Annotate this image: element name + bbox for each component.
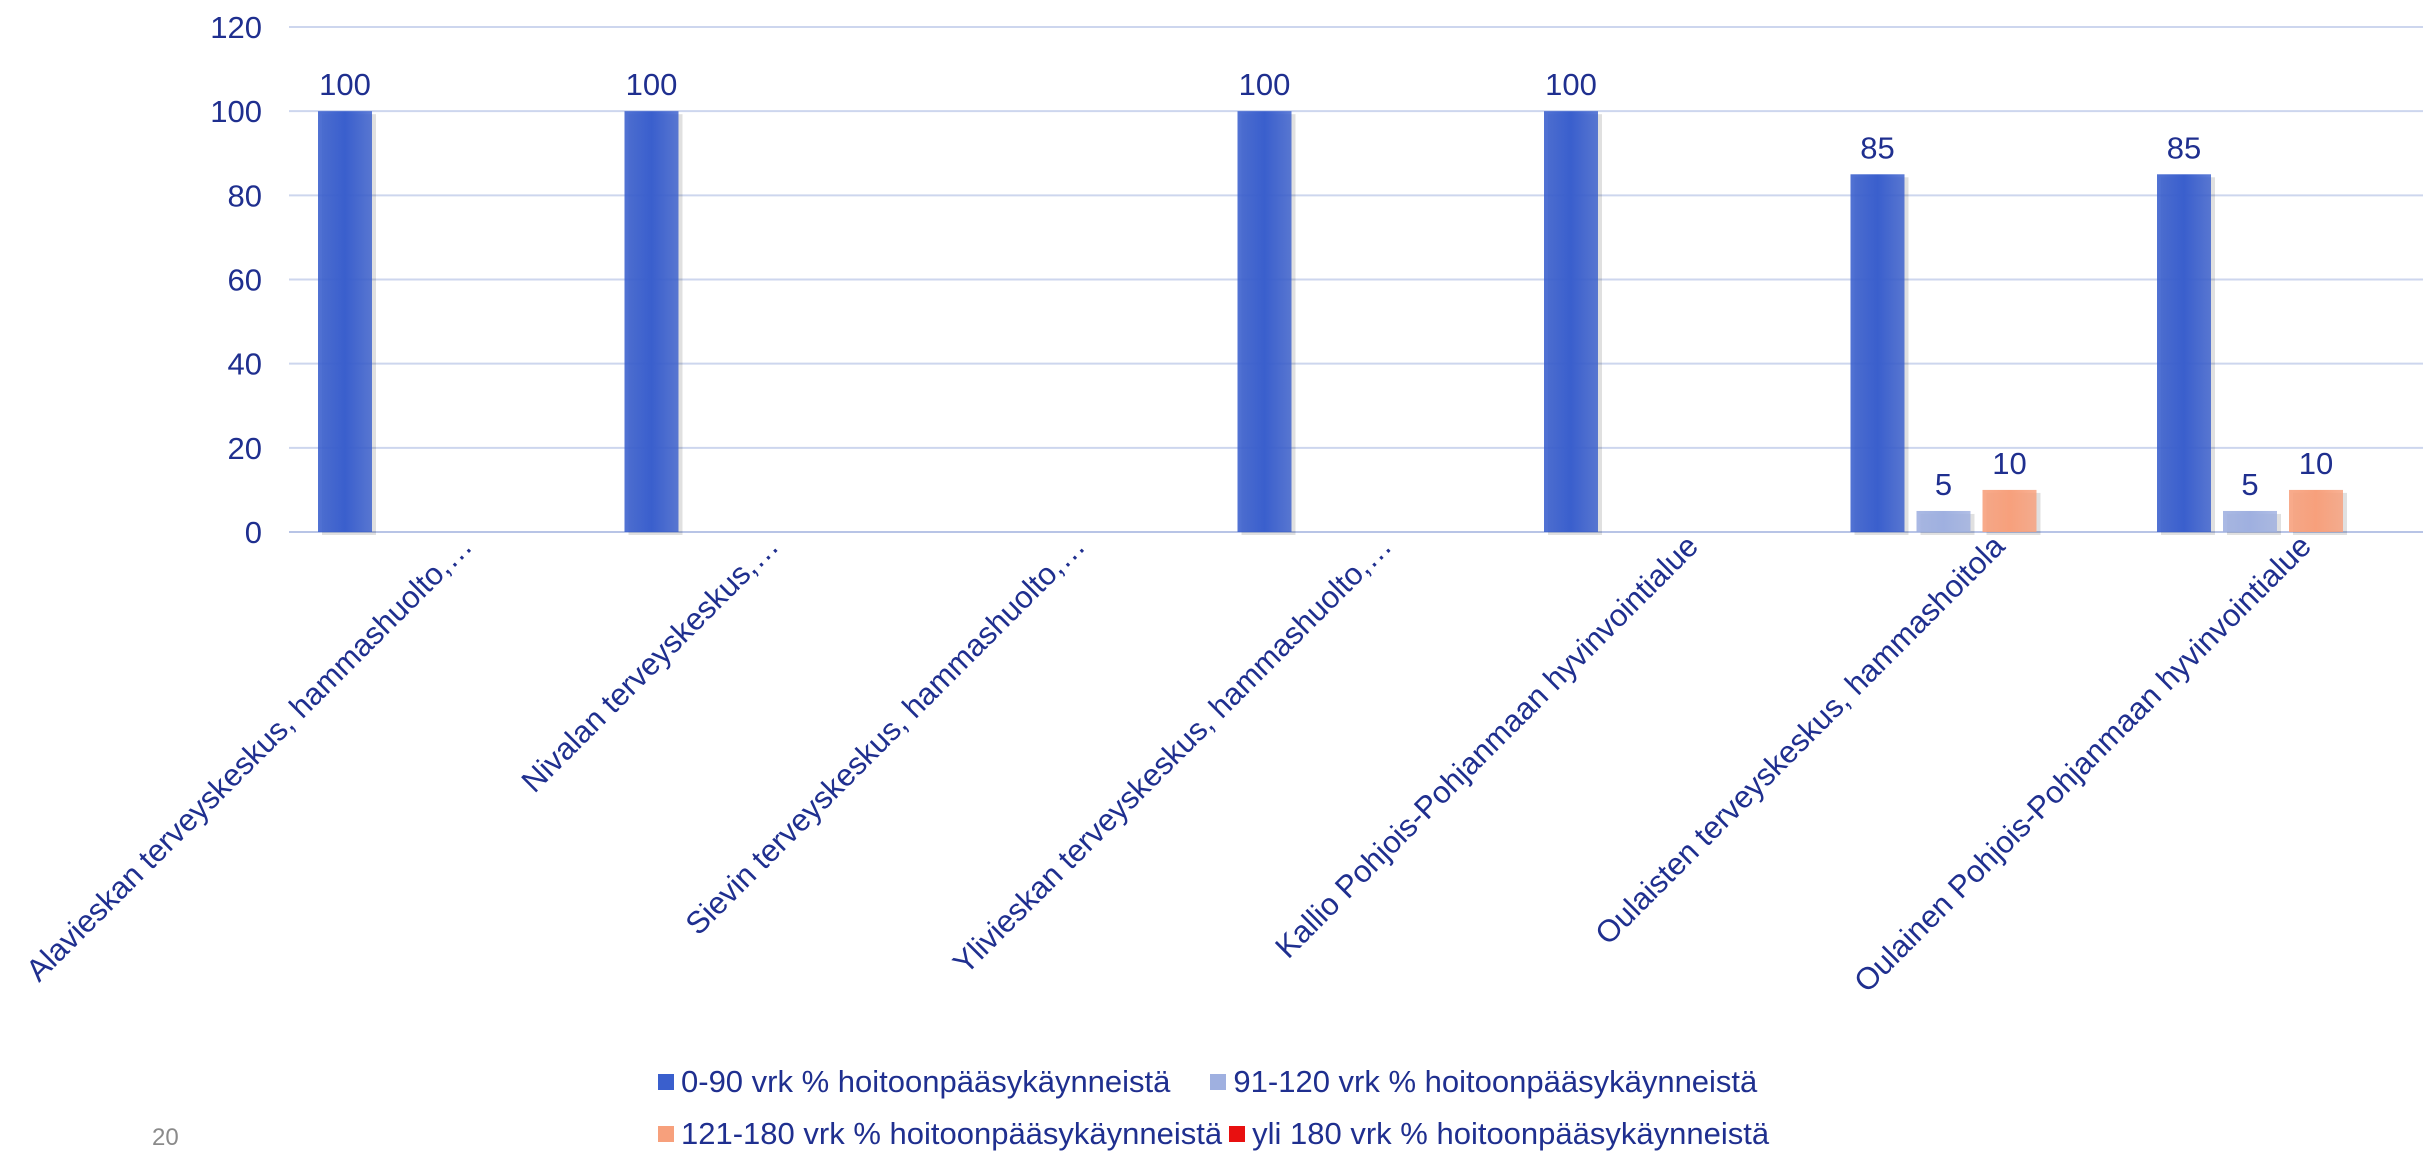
- legend-swatch-series-1: [658, 1074, 674, 1090]
- legend: 0-90 vrk % hoitoonpääsykäynneistä 91-120…: [658, 1056, 1858, 1160]
- bar: [318, 111, 372, 533]
- legend-label-series-2: 91-120 vrk % hoitoonpääsykäynneistä: [1233, 1064, 1758, 1099]
- bar-chart: 0 20 40 60 80 100 120 100 100 100 100 85 5 10 85 5 10 A…: [19, 10, 2423, 999]
- bar: [2289, 489, 2343, 532]
- x-axis: Alavieskan terveyskeskus, hammashuolto,……: [19, 528, 2318, 999]
- legend-label-series-1: 0-90 vrk % hoitoonpääsykäynneistä: [681, 1064, 1171, 1099]
- page-number: 20: [152, 1124, 179, 1151]
- data-label: 5: [2241, 467, 2258, 502]
- bar: [2223, 510, 2277, 532]
- bar: [1982, 489, 2037, 532]
- data-label: 100: [319, 67, 371, 102]
- legend-item-series-3: 121-180 vrk % hoitoonpääsykäynneistä: [658, 1116, 1222, 1152]
- data-label: 85: [2167, 130, 2201, 165]
- y-tick-label: 100: [210, 94, 262, 129]
- bar: [1916, 510, 1971, 532]
- data-label: 100: [1239, 67, 1291, 102]
- data-label: 85: [1860, 130, 1894, 165]
- legend-swatch-series-2: [1210, 1074, 1227, 1090]
- bar: [1850, 174, 1905, 532]
- legend-swatch-series-3: [658, 1126, 674, 1142]
- bar: [624, 111, 679, 533]
- bar: [2157, 174, 2211, 532]
- gridlines: [289, 26, 2423, 533]
- legend-item-series-2: 91-120 vrk % hoitoonpääsykäynneistä: [1210, 1064, 1757, 1100]
- y-tick-label: 80: [228, 178, 262, 213]
- data-label: 100: [626, 67, 678, 102]
- legend-row: 0-90 vrk % hoitoonpääsykäynneistä 91-120…: [658, 1056, 1858, 1108]
- x-tick-label: Nivalan terveyskeskus,…: [515, 528, 786, 799]
- y-tick-label: 40: [228, 347, 262, 382]
- x-tick-label: Alavieskan terveyskeskus, hammashuolto,…: [19, 528, 479, 988]
- y-tick-label: 0: [245, 515, 262, 550]
- y-tick-label: 60: [228, 263, 262, 298]
- y-tick-label: 120: [210, 10, 262, 45]
- data-label: 100: [1545, 67, 1597, 102]
- legend-row: 121-180 vrk % hoitoonpääsykäynneistä yli…: [658, 1108, 1858, 1160]
- bar: [1237, 111, 1292, 533]
- data-labels: 100 100 100 100 85 5 10 85 5 10: [319, 67, 2333, 502]
- y-axis: 0 20 40 60 80 100 120: [210, 10, 262, 550]
- bar: [1544, 111, 1598, 533]
- bars: [318, 111, 2347, 536]
- data-label: 10: [1992, 446, 2026, 481]
- legend-label-series-3: 121-180 vrk % hoitoonpääsykäynneistä: [681, 1116, 1223, 1151]
- y-tick-label: 20: [228, 431, 262, 466]
- data-label: 5: [1935, 467, 1952, 502]
- legend-item-series-1: 0-90 vrk % hoitoonpääsykäynneistä: [658, 1064, 1170, 1100]
- data-label: 10: [2299, 446, 2333, 481]
- legend-item-series-4: yli 180 vrk % hoitoonpääsykäynneistä: [1229, 1116, 1769, 1152]
- legend-swatch-series-4: [1229, 1126, 1246, 1142]
- legend-label-series-4: yli 180 vrk % hoitoonpääsykäynneistä: [1252, 1116, 1770, 1151]
